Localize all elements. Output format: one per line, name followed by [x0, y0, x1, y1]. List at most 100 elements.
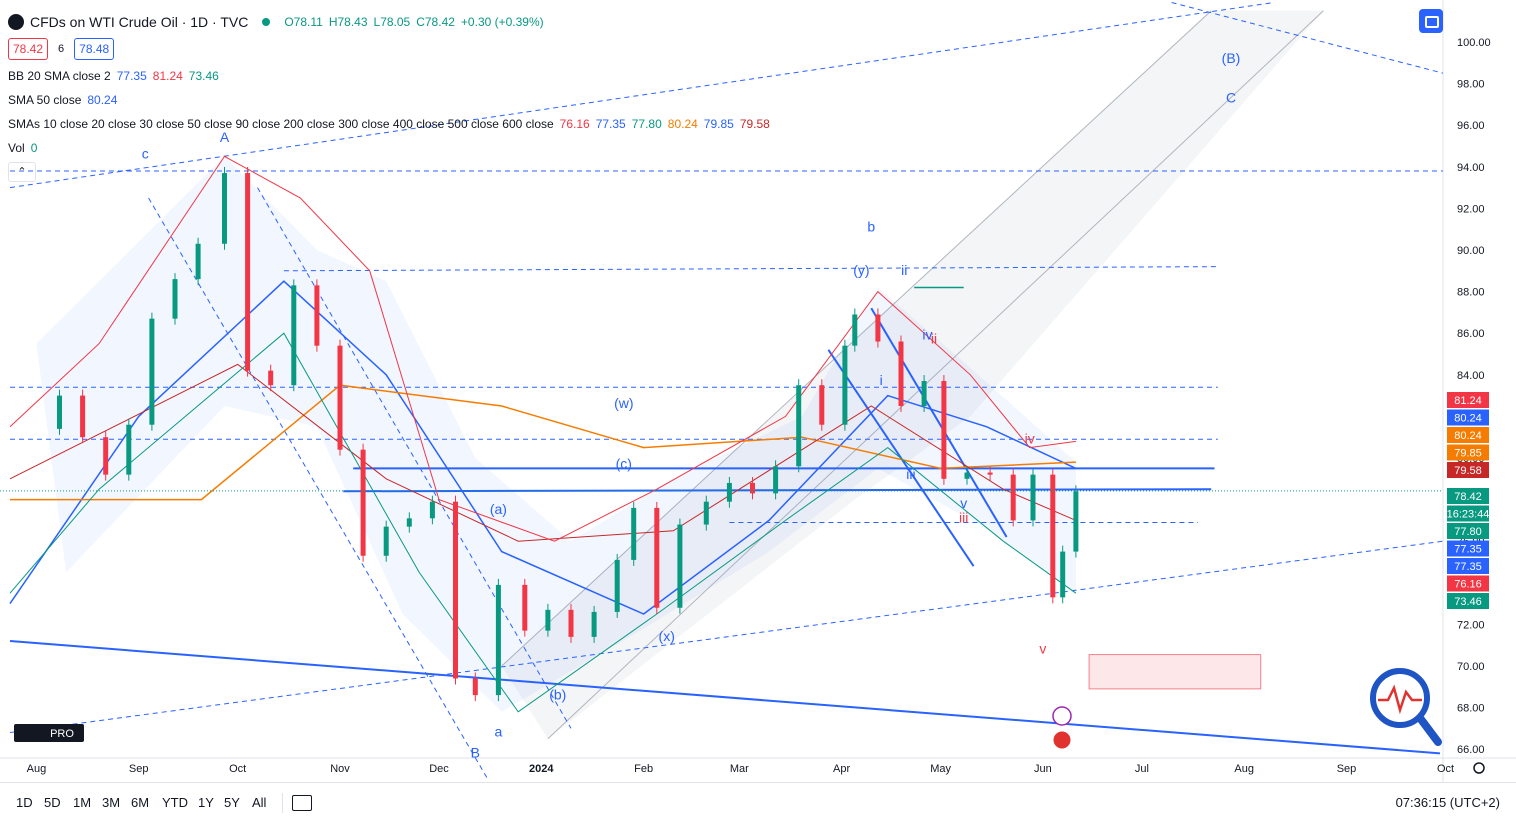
- candle-body: [472, 678, 478, 696]
- candle-body: [987, 472, 993, 475]
- price-tag-label: 78.42: [1454, 491, 1482, 503]
- y-tick-label: 72.00: [1457, 619, 1485, 631]
- candle-body: [406, 518, 412, 527]
- smas-value-2: 77.35: [595, 117, 626, 131]
- range-5d[interactable]: 5D: [44, 795, 61, 810]
- candle-body: [1050, 474, 1056, 598]
- fullscreen-icon: [1425, 16, 1439, 28]
- spread-value: 6: [58, 43, 65, 55]
- candle-body: [726, 482, 732, 502]
- tv-logo: [14, 724, 84, 742]
- ohlc-high: H78.43: [328, 15, 368, 29]
- channel-line-lower: [547, 10, 1324, 740]
- ask-price[interactable]: 78.48: [74, 38, 115, 60]
- candle-body: [677, 524, 683, 608]
- collapse-legend-button[interactable]: ⌃: [8, 162, 36, 182]
- candle-body: [819, 385, 825, 425]
- legend-collapse-row: ⌃: [8, 160, 770, 184]
- range-ytd[interactable]: YTD: [162, 795, 188, 810]
- indicator-sma50[interactable]: SMA 50 close 80.24: [8, 88, 770, 112]
- y-tick-label: 94.00: [1457, 162, 1485, 174]
- range-1m[interactable]: 1M: [73, 795, 92, 810]
- range-6m[interactable]: 6M: [131, 795, 150, 810]
- candle-body: [941, 381, 947, 479]
- candle-body: [1073, 491, 1079, 552]
- price-tag: [1447, 593, 1489, 609]
- event-flag-icon: [1052, 730, 1072, 750]
- wave-label: c: [142, 145, 149, 161]
- candle-body: [750, 482, 755, 494]
- candle-body: [245, 173, 251, 371]
- candle-body: [268, 370, 274, 386]
- candle-body: [842, 345, 848, 425]
- y-tick-label: 92.00: [1457, 203, 1485, 215]
- vol-value: 0: [30, 141, 38, 155]
- wave-label: (x): [659, 628, 675, 644]
- bollinger-cloud: [36, 156, 1076, 712]
- sma50-value: 80.24: [87, 93, 118, 107]
- wave-label: ii: [931, 331, 937, 347]
- y-tick-label: 86.00: [1457, 328, 1485, 340]
- dashed-level-2: [283, 266, 1218, 272]
- vol-label: Vol: [8, 141, 25, 155]
- price-tag-label: 81.24: [1454, 395, 1482, 407]
- y-tick-label: 100.00: [1457, 37, 1491, 49]
- date-range-icon[interactable]: [292, 795, 312, 811]
- wave-label: A: [220, 129, 230, 145]
- dashed-trend-top-right: [1171, 1, 1444, 74]
- ohlc-change: +0.30 (+0.39%): [460, 15, 544, 29]
- range-3m[interactable]: 3M: [102, 795, 121, 810]
- bottom-toolbar: 1D 5D 1M 3M 6M YTD 1Y 5Y All 07:36:15 (U…: [0, 782, 1516, 823]
- indicator-smas[interactable]: SMAs 10 close 20 close 30 close 50 close…: [8, 112, 770, 136]
- chart-title[interactable]: CFDs on WTI Crude Oil · 1D · TVC: [30, 14, 249, 30]
- timezone-clock[interactable]: 07:36:15 (UTC+2): [1395, 795, 1500, 810]
- price-tag-label: 80.24: [1454, 430, 1482, 442]
- x-tick-label: Mar: [730, 763, 749, 775]
- wave-label: i: [880, 372, 883, 388]
- magnifier-handle: [1416, 714, 1442, 746]
- range-1y[interactable]: 1Y: [198, 795, 214, 810]
- price-tag-label: 79.85: [1454, 448, 1482, 460]
- smas-value-4: 80.24: [667, 117, 698, 131]
- candle-body: [875, 314, 881, 342]
- candle-body: [654, 507, 660, 608]
- bid-price[interactable]: 78.42: [8, 38, 49, 60]
- smas-label: SMAs 10 close 20 close 30 close 50 close…: [8, 117, 554, 131]
- y-tick-label: 68.00: [1457, 703, 1485, 715]
- bb-lower: 73.46: [188, 69, 219, 83]
- x-tick-label: Oct: [1437, 763, 1454, 775]
- y-tick-label: 96.00: [1457, 120, 1485, 132]
- indicator-vol[interactable]: Vol 0: [8, 136, 770, 160]
- candle-body: [852, 314, 858, 346]
- candle-body: [383, 526, 389, 556]
- x-tick-label: Sep: [129, 763, 149, 775]
- candle-body: [222, 173, 227, 244]
- price-tag: [1447, 392, 1489, 408]
- fullscreen-button[interactable]: [1419, 9, 1443, 33]
- x-tick-label: Aug: [1234, 763, 1254, 775]
- target-zone-box: [1088, 654, 1262, 690]
- price-tag-label: 77.35: [1454, 561, 1482, 573]
- candle-body: [291, 285, 297, 386]
- range-5y[interactable]: 5Y: [224, 795, 240, 810]
- range-all[interactable]: All: [252, 795, 267, 810]
- range-1d[interactable]: 1D: [16, 795, 33, 810]
- wave-label: a: [495, 724, 503, 740]
- candle-body: [631, 507, 637, 560]
- dashed-trend-upper: [9, 1, 1274, 189]
- chart-legend: CFDs on WTI Crude Oil · 1D · TVC O78.11 …: [8, 10, 770, 184]
- wave-label: iv: [922, 326, 932, 342]
- bb-basis: 77.35: [116, 69, 147, 83]
- x-tick-label: Dec: [429, 763, 449, 775]
- bid-ask-row: 78.42 6 78.48: [8, 34, 770, 64]
- indicator-bb[interactable]: BB 20 SMA close 2 77.35 81.24 73.46: [8, 64, 770, 88]
- y-tick-label: 70.00: [1457, 661, 1485, 673]
- wave-label: (B): [1222, 50, 1241, 66]
- y-tick-label: 88.00: [1457, 287, 1485, 299]
- x-tick-label: Apr: [833, 763, 850, 775]
- x-tick-label: Sep: [1337, 763, 1357, 775]
- candle-body: [126, 424, 132, 475]
- candle-body: [80, 395, 86, 438]
- sma50-label: SMA 50 close: [8, 93, 82, 107]
